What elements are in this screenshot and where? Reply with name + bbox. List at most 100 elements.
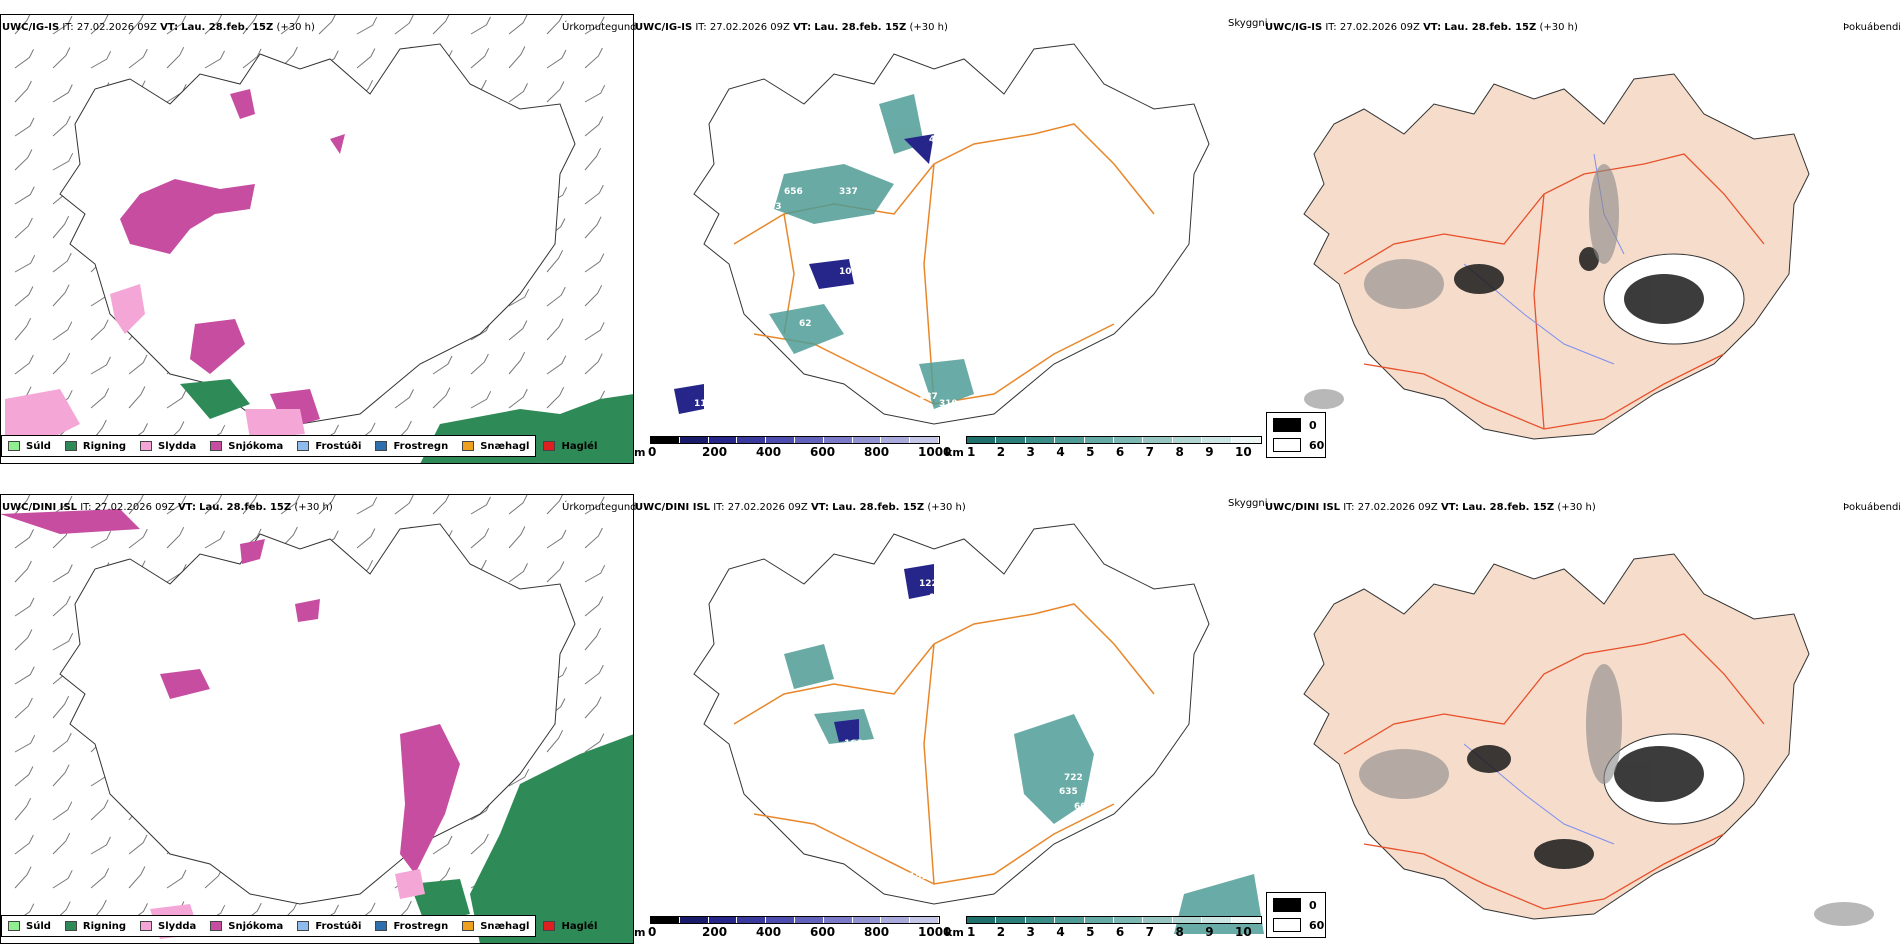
snow-area — [0, 509, 140, 534]
legend-label: Frostregn — [393, 440, 449, 452]
wind-barb — [128, 354, 148, 375]
it-label: IT: — [80, 502, 92, 513]
legend-item: Súld — [8, 921, 51, 932]
legend-label: Frostregn — [393, 920, 449, 932]
fog-area — [1579, 247, 1599, 271]
wind-barb — [584, 216, 602, 239]
colorbar-tick: 400 — [756, 925, 782, 939]
precip-legend-row2: Súld Rigning Slydda Snjókoma Frostúði Frostre… — [1, 915, 597, 937]
wind-barb — [166, 389, 187, 409]
wind-barb — [508, 494, 528, 515]
precip-map-row2 — [0, 494, 634, 944]
model-name: UWC/DINI ISL — [1265, 502, 1341, 513]
vt-label: VT: — [793, 22, 812, 33]
wind-barb — [52, 595, 71, 617]
snow-area — [230, 89, 255, 119]
colorbar-step — [679, 917, 709, 923]
colorbar-tick: 800 — [864, 445, 890, 459]
fog-area — [1467, 745, 1511, 773]
fog-legend-row1: 0 60 — [1266, 412, 1326, 458]
legend-swatch — [297, 441, 310, 451]
road-line — [923, 163, 935, 405]
it-label: IT: — [1343, 502, 1355, 513]
legend-swatch — [375, 921, 388, 931]
wind-barb — [584, 496, 605, 515]
wind-barb — [584, 353, 603, 375]
wind-barb — [508, 388, 528, 409]
colorbar-step — [823, 437, 853, 443]
cloud-base-value: 62 — [799, 319, 812, 329]
cloud-base-value: 11 — [694, 399, 707, 409]
wind-barb — [90, 50, 112, 69]
colorbar-step — [967, 917, 997, 923]
legend-swatch — [543, 441, 556, 451]
sleet-area — [110, 284, 145, 334]
road-line — [1363, 833, 1725, 910]
cloud-base-value: 287 — [919, 392, 938, 402]
legend-swatch — [140, 441, 153, 451]
colorbars-row2: m km 0 200 400 600 800 1000 1 2 3 4 5 6 7 8 9 10 — [634, 916, 1264, 940]
wind-barb — [584, 147, 602, 171]
legend-swatch — [8, 921, 20, 931]
wind-barb — [546, 355, 567, 375]
fog-area — [1614, 746, 1704, 802]
model-name: UWC/IG-IS — [2, 22, 60, 33]
colorbar-step — [737, 917, 767, 923]
colorbar-step — [1143, 437, 1173, 443]
cloud-base-value: 642 — [809, 225, 828, 235]
legend-item: Súld — [8, 441, 51, 452]
fog-map-row1 — [1303, 73, 1810, 440]
colorbar-tick: 1 — [967, 925, 976, 939]
legend-label: Frostúði — [315, 440, 362, 452]
it-label: IT: — [62, 22, 74, 33]
wind-barb — [584, 184, 604, 205]
wind-barb — [14, 14, 31, 35]
road-line — [923, 643, 935, 885]
snow-area — [190, 319, 245, 374]
wind-barb — [584, 733, 605, 753]
snow-area — [400, 724, 460, 874]
legend-item: Snæhagl — [462, 441, 529, 452]
legend-label: Haglél — [561, 920, 598, 932]
wind-barb — [52, 284, 70, 307]
wind-barb — [52, 115, 71, 137]
rain-area — [180, 379, 250, 419]
wind-barb — [584, 596, 604, 617]
model-name: UWC/DINI ISL — [2, 502, 78, 513]
colorbar-tick: 6 — [1115, 445, 1125, 459]
colorbar-tick: 1 — [967, 445, 976, 459]
legend-item: Slydda — [140, 441, 196, 452]
colorbar-step — [1172, 917, 1203, 923]
low-cloud-area — [904, 134, 934, 164]
wind-barb — [280, 495, 300, 515]
wind-barb — [318, 14, 337, 35]
cloud-base-value: 635 — [1059, 787, 1078, 797]
wind-barb — [52, 695, 70, 719]
wind-barb — [166, 869, 187, 889]
wind-barb — [52, 252, 72, 273]
wind-barb — [90, 799, 109, 821]
colorbar-tick: 4 — [1056, 445, 1065, 459]
colorbar-step — [881, 437, 911, 443]
colorbar-step — [1231, 437, 1262, 443]
colorbar-step — [737, 437, 767, 443]
wind-barb — [432, 835, 453, 855]
wind-barb — [356, 528, 376, 549]
it-value: 27.02.2026 09Z — [1357, 502, 1438, 513]
colorbar-tick: 6 — [1115, 925, 1125, 939]
wind-barb — [432, 14, 450, 35]
colorbar-step — [1143, 917, 1173, 923]
colorbar-step — [852, 917, 882, 923]
wind-barb — [52, 801, 73, 821]
wind-barb — [14, 149, 33, 171]
wind-barb — [166, 46, 185, 69]
wind-barb — [432, 355, 453, 375]
wind-barb — [546, 561, 565, 583]
fog-legend-item: 0 — [1273, 898, 1317, 912]
it-value: 27.02.2026 09Z — [709, 22, 790, 33]
colorbar-step — [1025, 917, 1056, 923]
title-fog-row2: UWC/DINI ISL IT: 27.02.2026 09Z VT: Lau.… — [1265, 502, 1596, 513]
colorbar-tick: 5 — [1086, 445, 1095, 459]
colorbar-step — [1055, 917, 1085, 923]
vt-value: Lau. 28.feb. 15Z — [832, 502, 925, 513]
